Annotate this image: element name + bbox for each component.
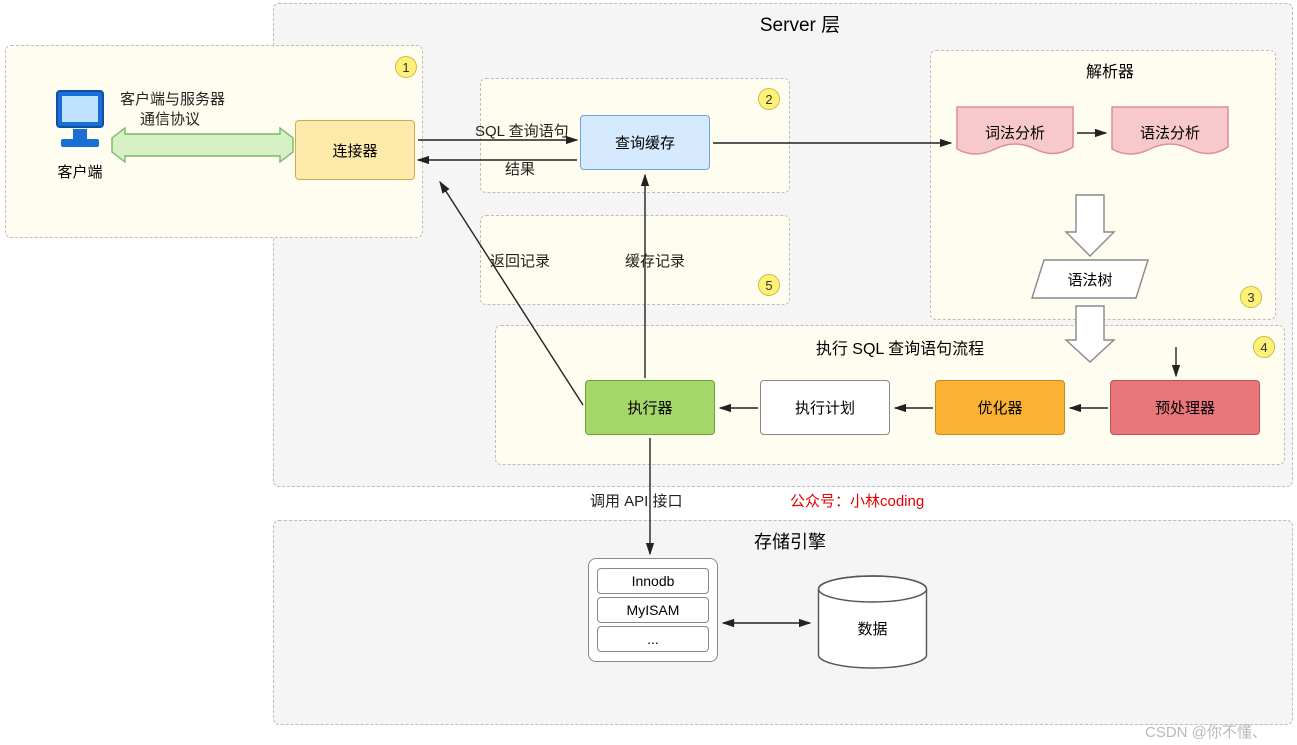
- badge-2: 2: [758, 88, 780, 110]
- optimizer-node: 优化器: [935, 380, 1065, 435]
- badge-1: 1: [395, 56, 417, 78]
- plan-node: 执行计划: [760, 380, 890, 435]
- label-credit: 公众号：小林coding: [790, 490, 924, 511]
- label-protocol1: 客户端与服务器: [120, 88, 225, 109]
- label-result: 结果: [505, 158, 535, 179]
- syntax-node: 语法分析: [1110, 105, 1230, 160]
- exec-title: 执行 SQL 查询语句流程: [790, 335, 1010, 359]
- optimizer-label: 优化器: [977, 397, 1022, 418]
- engine-more: ...: [597, 626, 709, 652]
- client-label: 客户端: [40, 161, 120, 182]
- connector-node: 连接器: [295, 120, 415, 180]
- lexical-label: 词法分析: [955, 105, 1075, 160]
- syntax-label: 语法分析: [1110, 105, 1230, 160]
- executor-label: 执行器: [627, 397, 672, 418]
- syntaxtree-label: 语法树: [1030, 258, 1150, 300]
- label-returnrec: 返回记录: [490, 250, 550, 271]
- client-icon: 客户端: [40, 85, 120, 182]
- preproc-node: 预处理器: [1110, 380, 1260, 435]
- label-cacherec: 缓存记录: [625, 250, 685, 271]
- preproc-label: 预处理器: [1155, 397, 1215, 418]
- label-sqlquery: SQL 查询语句: [475, 120, 569, 141]
- engine-myisam: MyISAM: [597, 597, 709, 623]
- cache-node: 查询缓存: [580, 115, 710, 170]
- watermark: CSDN @你不懂、: [1145, 721, 1267, 742]
- server-title: Server 层: [740, 10, 860, 37]
- label-protocol2: 通信协议: [140, 108, 200, 129]
- storage-title: 存储引擎: [740, 528, 840, 554]
- plan-label: 执行计划: [795, 397, 855, 418]
- label-api: 调用 API 接口: [590, 490, 683, 511]
- engines-box: Innodb MyISAM ...: [588, 558, 718, 662]
- data-cylinder: 数据: [815, 575, 930, 670]
- badge-4: 4: [1253, 336, 1275, 358]
- lexical-node: 词法分析: [955, 105, 1075, 160]
- parser-title: 解析器: [1070, 58, 1150, 82]
- connector-label: 连接器: [332, 140, 377, 161]
- engine-innodb: Innodb: [597, 568, 709, 594]
- executor-node: 执行器: [585, 380, 715, 435]
- badge-3: 3: [1240, 286, 1262, 308]
- diagram-canvas: Server 层 存储引擎 1 2 解析器 3 5 执行 SQL 查询语句流程 …: [0, 0, 1297, 745]
- cache-label: 查询缓存: [615, 132, 675, 153]
- data-label: 数据: [815, 575, 930, 670]
- badge-5: 5: [758, 274, 780, 296]
- syntaxtree-node: 语法树: [1030, 258, 1150, 300]
